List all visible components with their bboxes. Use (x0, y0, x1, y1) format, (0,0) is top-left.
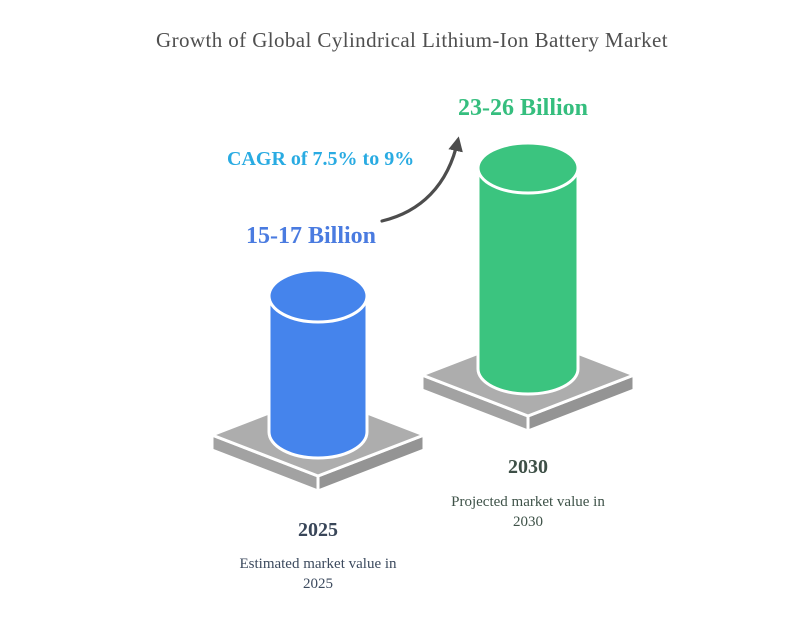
description-2025: Estimated market value in 2025 (208, 554, 428, 594)
value-label-2025: 15-17 Billion (246, 223, 377, 249)
description-2025-line2: 2025 (303, 576, 333, 592)
cylinder-2030-body (476, 166, 580, 396)
cylinder-2025-body (267, 294, 369, 460)
cylinder-2025-top (267, 268, 369, 324)
description-2030-line1: Projected market value in (451, 494, 605, 510)
description-2030: Projected market value in 2030 (418, 492, 638, 532)
value-label-2030: 23-26 Billion (458, 95, 589, 121)
cylinder-2025 (267, 268, 369, 460)
cylinder-2030-top (476, 141, 580, 195)
cagr-annotation: CAGR of 7.5% to 9% (227, 148, 415, 170)
year-label-2025: 2025 (298, 519, 338, 541)
cylinder-2030 (476, 141, 580, 396)
chart-title: Growth of Global Cylindrical Lithium-Ion… (156, 28, 668, 52)
growth-arrow (380, 136, 463, 223)
year-label-2030: 2030 (508, 456, 548, 478)
description-2030-line2: 2030 (513, 514, 543, 530)
description-2025-line1: Estimated market value in (239, 556, 397, 572)
